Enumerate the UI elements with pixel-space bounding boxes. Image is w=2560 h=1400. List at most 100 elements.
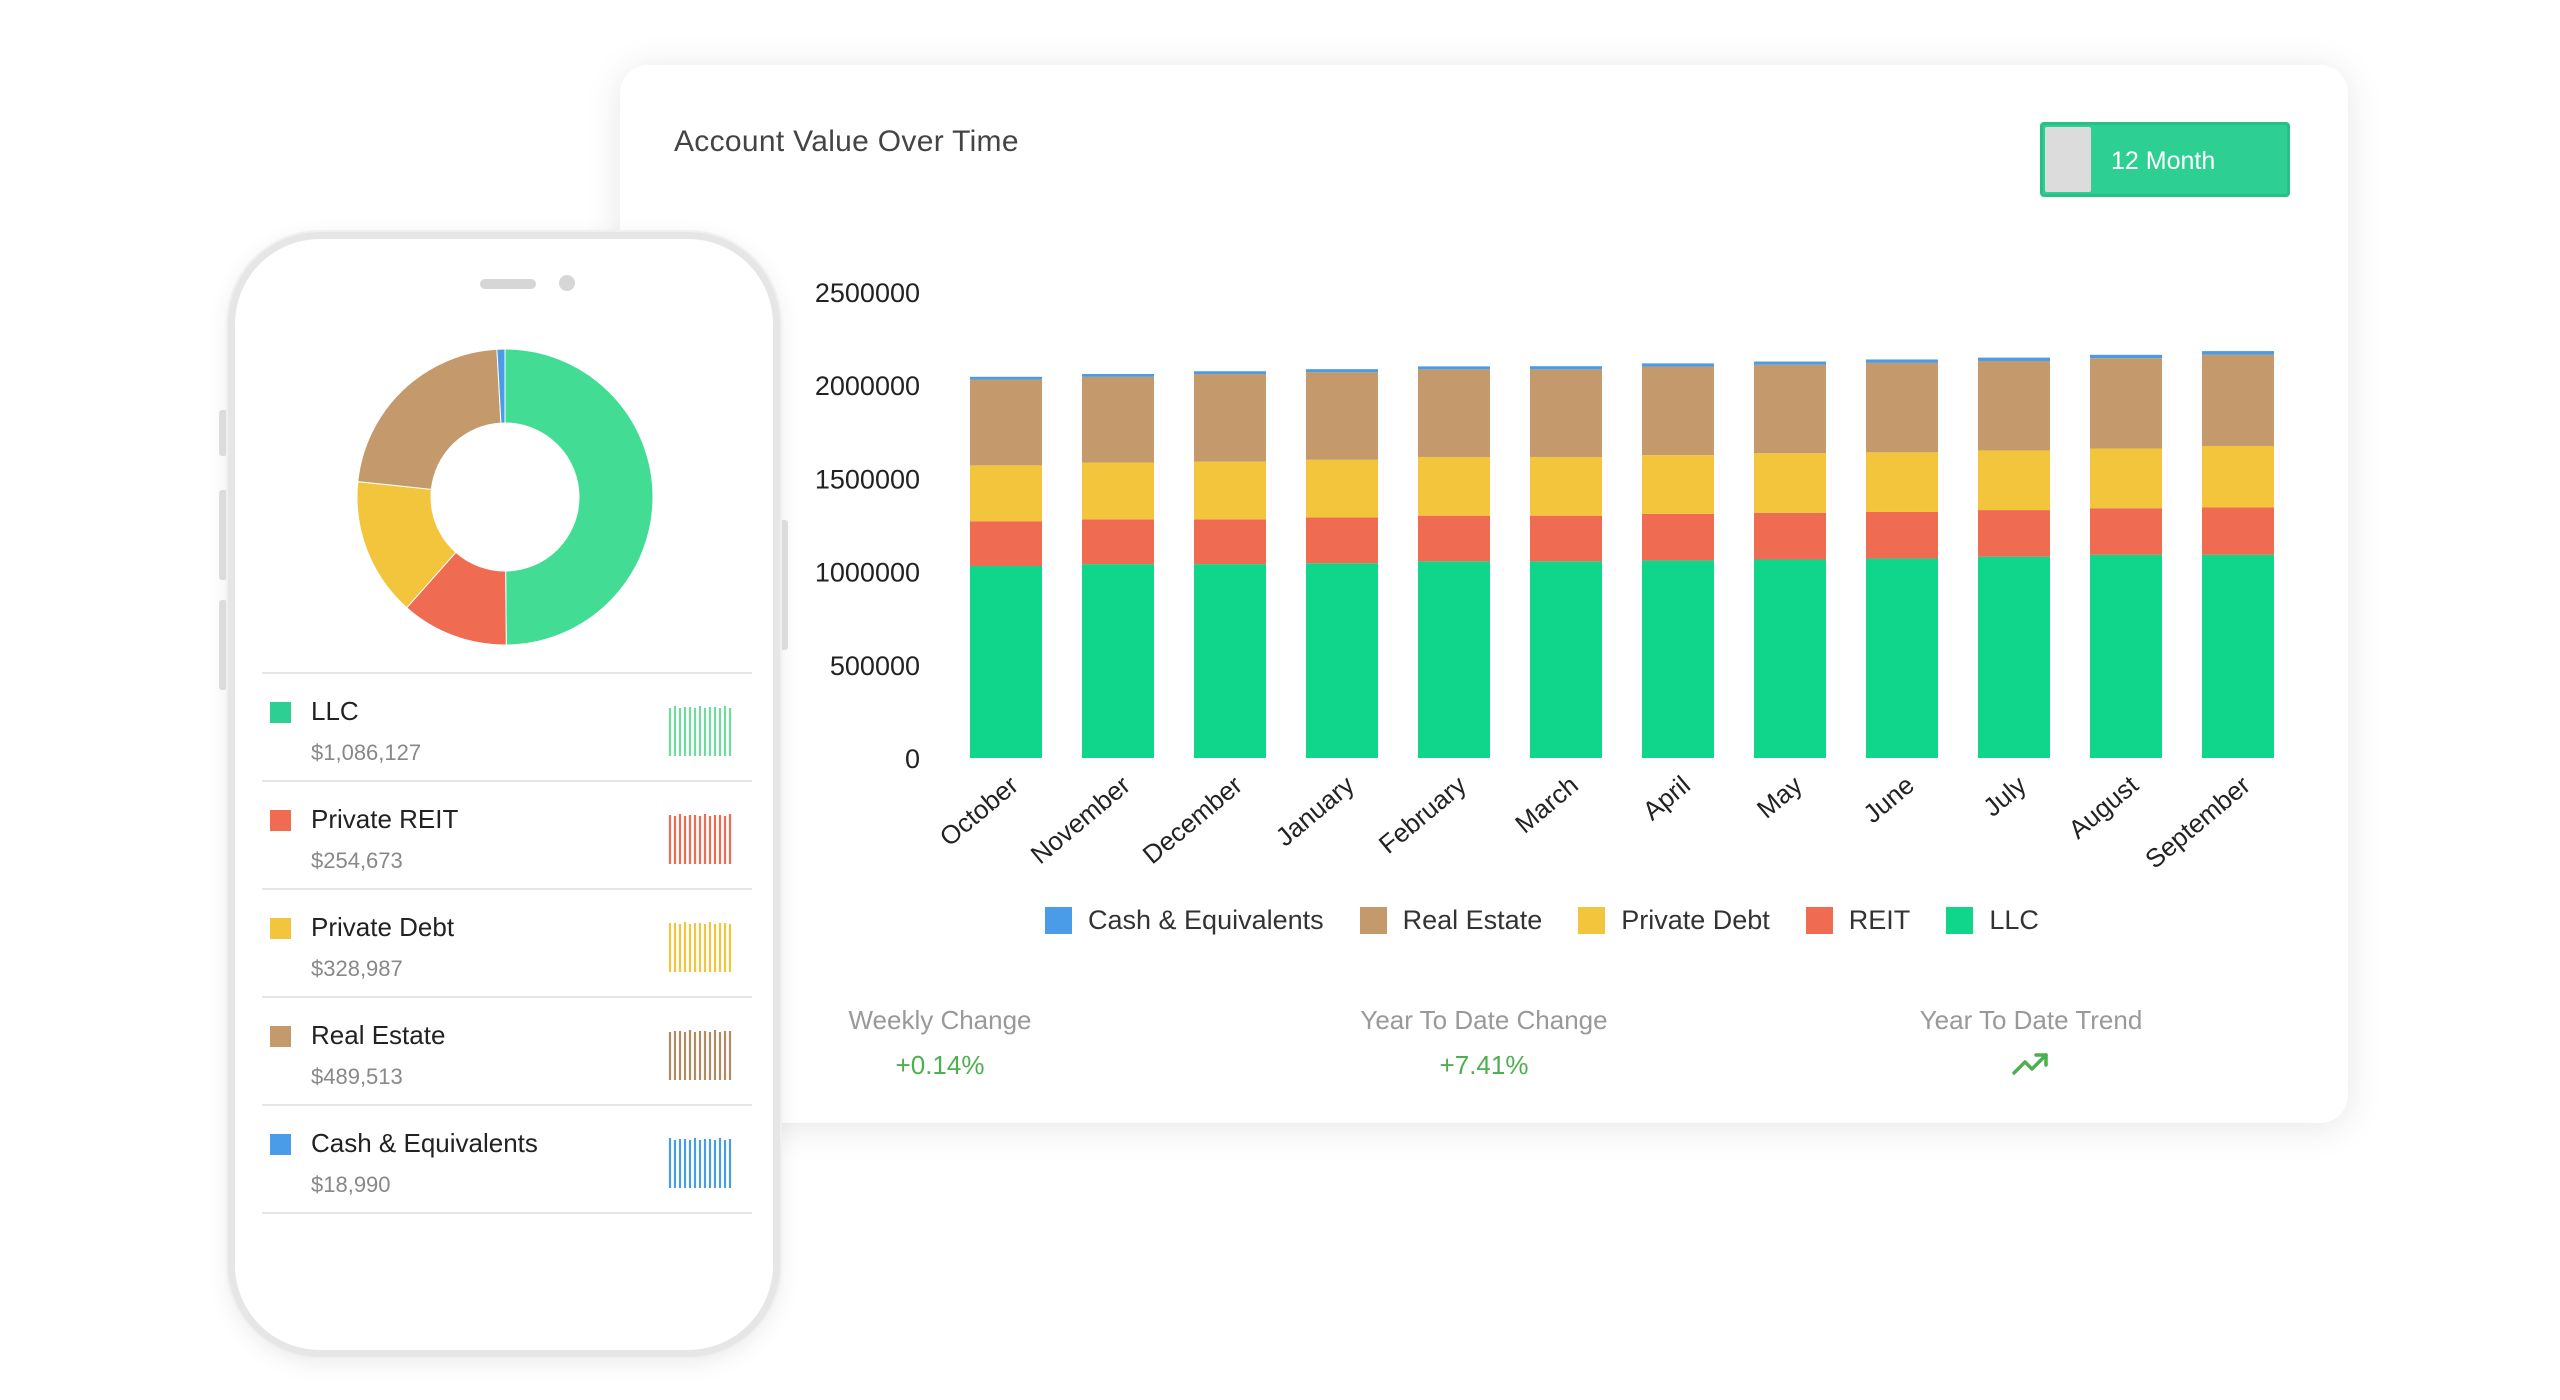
x-tick-label: February: [1373, 770, 1472, 860]
bar-segment-real-estate[interactable]: [2090, 358, 2162, 449]
x-tick-label: July: [1977, 770, 2032, 823]
stacked-bar-chart: 0 500000 1000000 1500000 2000000 2500000 Octob…: [815, 278, 2274, 874]
bar-segment-reit[interactable]: [1530, 515, 1602, 562]
bar-segment-private-debt[interactable]: [1978, 450, 2050, 511]
bar-segment-cash-equivalents[interactable]: [1530, 366, 1602, 370]
y-tick-label: 0: [905, 744, 920, 774]
bar-segment-real-estate[interactable]: [1530, 369, 1602, 457]
bar-segment-private-debt[interactable]: [2202, 445, 2274, 508]
legend-swatch-real-estate: [1359, 907, 1387, 934]
bar-segment-private-debt[interactable]: [1642, 455, 1714, 514]
donut-slice-llc[interactable]: [504, 348, 654, 646]
legend-swatch-cash: [1045, 907, 1072, 934]
bar-segment-real-estate[interactable]: [2202, 354, 2274, 446]
bar-segment-cash-equivalents[interactable]: [2090, 354, 2162, 359]
range-toggle-label: 12 Month: [2111, 147, 2216, 175]
bar-segment-llc[interactable]: [1642, 560, 1714, 758]
asset-row-llc[interactable]: LLC $1,086,127: [262, 674, 752, 782]
asset-value: $489,513: [311, 1064, 403, 1089]
bar-segment-private-debt[interactable]: [1866, 452, 1938, 512]
bar-segment-cash-equivalents[interactable]: [1082, 374, 1154, 377]
bar-segment-llc[interactable]: [1082, 564, 1154, 758]
x-tick-label: June: [1857, 770, 1919, 829]
legend-item-reit[interactable]: REIT: [1805, 905, 1911, 936]
bar-segment-llc[interactable]: [1418, 561, 1490, 758]
bar-segment-private-debt[interactable]: [970, 465, 1042, 522]
bar-segment-reit[interactable]: [1978, 510, 2050, 557]
asset-swatch: [270, 702, 291, 723]
y-tick-label: 1500000: [815, 464, 920, 494]
bar-segment-private-debt[interactable]: [2090, 448, 2162, 509]
stat-value: +0.14%: [895, 1050, 985, 1080]
donut-slice-real-estate[interactable]: [357, 348, 502, 490]
bar-segment-real-estate[interactable]: [1306, 372, 1378, 460]
toggle-knob[interactable]: [2045, 127, 2091, 192]
bar-segment-cash-equivalents[interactable]: [1642, 363, 1714, 367]
bar-segment-reit[interactable]: [2202, 507, 2274, 555]
bar-segment-reit[interactable]: [2090, 508, 2162, 555]
bar-segment-private-debt[interactable]: [1082, 462, 1154, 520]
asset-swatch: [270, 1134, 291, 1155]
donut-slice-cash-equivalents[interactable]: [496, 348, 506, 424]
bar-segment-cash-equivalents[interactable]: [1754, 361, 1826, 365]
x-tick-label: May: [1751, 770, 1808, 825]
legend-label-reit: REIT: [1848, 905, 1911, 935]
asset-row-cash[interactable]: Cash & Equivalents $18,990: [262, 1106, 752, 1214]
bar-segment-real-estate[interactable]: [1754, 364, 1826, 454]
bar-segment-private-debt[interactable]: [1194, 461, 1266, 520]
bar-segment-llc[interactable]: [1866, 558, 1938, 758]
asset-list: LLC $1,086,127 Private REIT $254,673 Pri…: [262, 672, 752, 1214]
bar-segment-reit[interactable]: [1642, 513, 1714, 561]
bar-segment-private-debt[interactable]: [1306, 459, 1378, 518]
bar-segment-private-debt[interactable]: [1754, 453, 1826, 513]
bar-segment-cash-equivalents[interactable]: [1306, 369, 1378, 373]
bar-segment-reit[interactable]: [1754, 512, 1826, 560]
stat-label: Weekly Change: [848, 1005, 1032, 1035]
bar-segment-llc[interactable]: [1978, 556, 2050, 758]
asset-row-real-estate[interactable]: Real Estate $489,513: [262, 998, 752, 1106]
asset-row-private-reit[interactable]: Private REIT $254,673: [262, 782, 752, 890]
bar-segment-real-estate[interactable]: [970, 379, 1042, 466]
bar-segment-real-estate[interactable]: [1194, 374, 1266, 462]
bar-segment-cash-equivalents[interactable]: [1418, 366, 1490, 370]
legend-label-private-debt: Private Debt: [1621, 905, 1770, 935]
legend-item-cash[interactable]: Cash & Equivalents: [1045, 905, 1324, 936]
bar-segment-reit[interactable]: [1866, 511, 1938, 559]
bar-segment-llc[interactable]: [1306, 563, 1378, 758]
bar-segment-llc[interactable]: [1754, 559, 1826, 758]
bar-segment-reit[interactable]: [1418, 515, 1490, 562]
phone-side-button: [219, 490, 227, 580]
phone-side-button: [219, 410, 227, 456]
bar-segment-real-estate[interactable]: [1866, 362, 1938, 453]
bar-segment-reit[interactable]: [1194, 519, 1266, 565]
bar-segment-llc[interactable]: [970, 566, 1042, 758]
legend-item-llc[interactable]: LLC: [1946, 905, 2039, 936]
bar-segment-real-estate[interactable]: [1418, 369, 1490, 457]
bar-segment-cash-equivalents[interactable]: [1866, 359, 1938, 363]
bar-segment-reit[interactable]: [1306, 517, 1378, 564]
bar-segment-cash-equivalents[interactable]: [970, 376, 1042, 380]
asset-name: Private REIT: [311, 804, 459, 834]
bar-segment-reit[interactable]: [970, 521, 1042, 567]
bar-segment-reit[interactable]: [1082, 519, 1154, 565]
bar-segment-private-debt[interactable]: [1418, 456, 1490, 516]
x-tick-label: October: [934, 769, 1024, 852]
bar-segment-real-estate[interactable]: [1642, 366, 1714, 456]
range-toggle[interactable]: 12 Month: [2040, 122, 2290, 197]
asset-row-private-debt[interactable]: Private Debt $328,987: [262, 890, 752, 998]
bar-segment-private-debt[interactable]: [1530, 456, 1602, 516]
legend-item-private-debt[interactable]: Private Debt: [1578, 905, 1770, 936]
legend-item-real-estate[interactable]: Real Estate: [1359, 905, 1542, 936]
bar-segment-cash-equivalents[interactable]: [2202, 351, 2274, 355]
asset-value: $18,990: [311, 1172, 391, 1197]
bar-segment-real-estate[interactable]: [1082, 376, 1154, 463]
bar-segment-llc[interactable]: [2202, 554, 2274, 758]
bar-segment-cash-equivalents[interactable]: [1978, 357, 2050, 361]
bar-segment-real-estate[interactable]: [1978, 360, 2050, 451]
bar-segment-llc[interactable]: [1530, 561, 1602, 758]
bar-segment-llc[interactable]: [1194, 564, 1266, 758]
bar-segment-cash-equivalents[interactable]: [1194, 371, 1266, 375]
phone-speaker: [480, 279, 536, 289]
card-title: Account Value Over Time: [674, 125, 1019, 158]
bar-segment-llc[interactable]: [2090, 554, 2162, 758]
